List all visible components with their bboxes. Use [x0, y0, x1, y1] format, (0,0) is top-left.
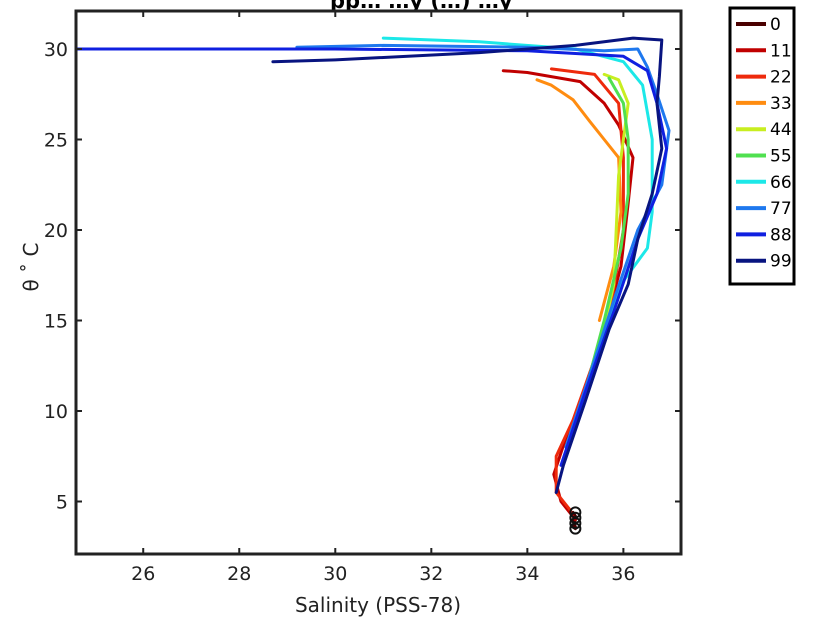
legend-box	[728, 6, 796, 286]
series-line-44	[578, 72, 630, 413]
legend-label-22: 22	[770, 68, 792, 88]
y-tick-label: 25	[44, 130, 68, 152]
series-line-55	[583, 76, 630, 395]
legend-label-0: 0	[770, 15, 781, 35]
y-tick-label: 30	[44, 39, 68, 61]
x-tick-label: 36	[611, 563, 635, 585]
x-tick-labels: 26 28 30 32 34 36	[131, 563, 635, 585]
legend-label-55: 55	[770, 147, 792, 167]
plot-frame	[74, 9, 683, 556]
series-group	[74, 36, 671, 535]
y-tick-label: 15	[44, 311, 68, 333]
x-tick-label: 26	[131, 563, 155, 585]
x-tick-label: 34	[515, 563, 539, 585]
series-line-99	[271, 36, 664, 494]
legend-label-33: 33	[770, 94, 792, 114]
legend-label-88: 88	[770, 225, 792, 245]
x-tick-label: 28	[227, 563, 251, 585]
y-tick-labels: 5 10 15 20 25 30	[44, 39, 68, 514]
series-line-22	[549, 67, 625, 513]
deep-water-marker	[569, 506, 582, 519]
legend-label-99: 99	[770, 252, 792, 272]
legend-label-44: 44	[770, 120, 792, 140]
legend: 0 11 22 33 44 55 66 77 88 99	[728, 6, 796, 286]
x-tick-label: 30	[323, 563, 347, 585]
x-axis-label: Salinity (PSS-78)	[295, 593, 461, 617]
deep-water-marker	[569, 511, 582, 524]
y-tick-label: 10	[44, 401, 68, 423]
legend-label-11: 11	[770, 41, 792, 61]
x-tick-label: 32	[419, 563, 443, 585]
y-axis-label: θ ˚ C	[19, 243, 43, 292]
legend-label-66: 66	[770, 173, 792, 193]
y-tick-label: 5	[56, 492, 68, 514]
axis-ticks	[76, 11, 681, 554]
y-tick-label: 20	[44, 220, 68, 242]
legend-label-77: 77	[770, 199, 792, 219]
plot-area	[76, 11, 681, 554]
